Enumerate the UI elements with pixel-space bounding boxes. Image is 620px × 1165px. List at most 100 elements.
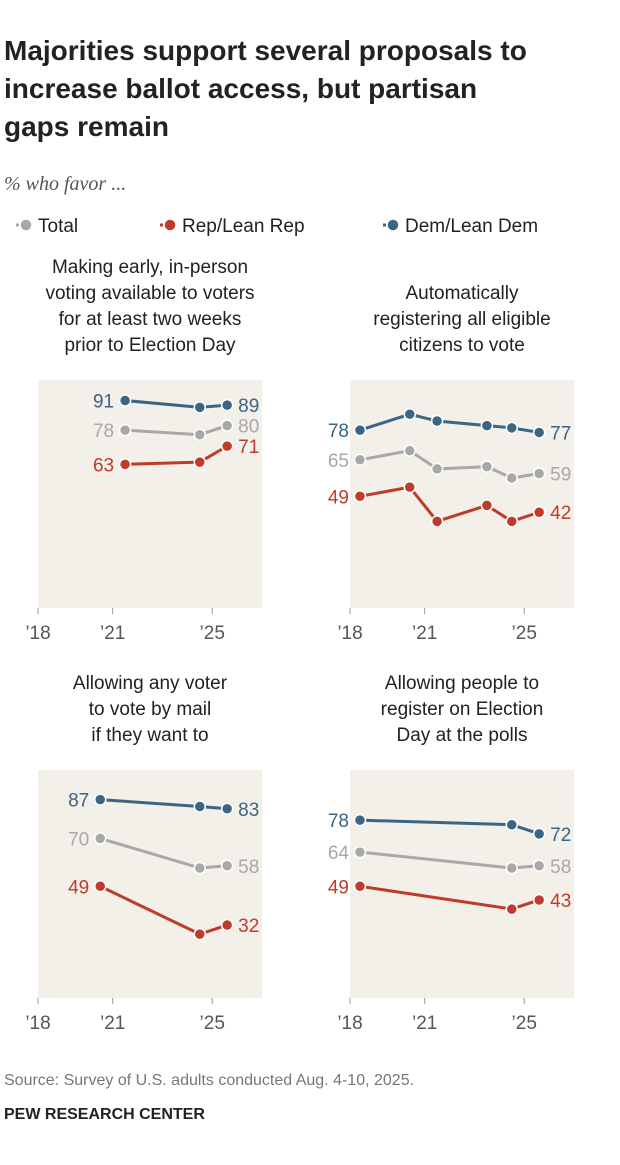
point	[193, 455, 207, 469]
value-label: 80	[238, 417, 259, 438]
value-label: 77	[550, 423, 571, 444]
plot-area	[38, 380, 262, 608]
point	[93, 832, 107, 845]
panel-title: Allowing any voter	[73, 673, 228, 694]
point	[480, 499, 494, 512]
x-tick-label: ’21	[412, 623, 437, 644]
point	[220, 398, 234, 412]
panel-title: Making early, in-person	[52, 257, 248, 278]
point	[353, 813, 367, 827]
point	[193, 861, 207, 875]
point	[220, 439, 234, 453]
panel: Making early, in-person voting available …	[25, 257, 262, 644]
point	[532, 893, 546, 907]
source: Source: Survey of U.S. adults conducted …	[4, 1072, 414, 1089]
panel-title: Allowing people to	[385, 673, 539, 694]
x-tick-label: ’25	[200, 1013, 225, 1034]
point	[505, 861, 519, 875]
value-label: 49	[328, 877, 349, 898]
value-label: 59	[550, 464, 571, 485]
point	[193, 927, 207, 941]
x-tick-label: ’21	[100, 1013, 125, 1034]
panel-title: voting available to voters	[45, 283, 254, 304]
value-label: 72	[550, 825, 571, 846]
panel-title: Automatically	[406, 283, 519, 304]
point	[403, 444, 416, 457]
point	[430, 462, 444, 476]
value-label: 42	[550, 503, 571, 524]
x-tick-label: ’18	[337, 623, 362, 644]
subtitle: % who favor ...	[4, 173, 126, 195]
value-label: 83	[238, 800, 259, 821]
point	[93, 880, 107, 893]
point	[220, 918, 234, 932]
point	[403, 480, 416, 494]
legend-label: Dem/Lean Dem	[405, 216, 538, 237]
value-label: 70	[68, 829, 89, 850]
panel-title: for at least two weeks	[59, 309, 242, 330]
footer: PEW RESEARCH CENTER	[4, 1106, 205, 1123]
legend-marker	[163, 218, 177, 232]
x-tick-label: ’21	[100, 623, 125, 644]
point	[505, 471, 519, 485]
title: increase ballot access, but partisan	[4, 73, 477, 104]
value-label: 63	[93, 455, 114, 476]
panel-title: registering all eligible	[373, 309, 550, 330]
value-label: 71	[238, 437, 259, 458]
point	[118, 423, 132, 437]
point	[480, 419, 494, 432]
value-label: 91	[93, 392, 114, 413]
point	[353, 423, 367, 437]
panel-title: prior to Election Day	[64, 335, 236, 356]
point	[118, 458, 132, 471]
point	[193, 401, 207, 414]
point	[532, 505, 546, 519]
x-tick-label: ’18	[25, 1013, 50, 1034]
panel-title: register on Election	[381, 699, 544, 720]
x-tick-label: ’18	[25, 623, 50, 644]
point	[505, 818, 519, 831]
panel-title: Day at the polls	[397, 725, 528, 746]
panel: Allowing people to register on Election Da…	[328, 673, 574, 1034]
panel: Allowing any voter to vote by mail if they…	[25, 673, 262, 1034]
value-label: 49	[328, 487, 349, 508]
point	[403, 407, 416, 421]
legend-marker	[386, 218, 400, 232]
point	[430, 414, 444, 428]
legend-label: Total	[38, 216, 78, 237]
value-label: 78	[93, 421, 114, 442]
point	[353, 490, 367, 503]
value-label: 32	[238, 916, 259, 937]
point	[220, 419, 234, 432]
value-label: 64	[328, 843, 350, 864]
legend-marker	[19, 218, 33, 232]
point	[193, 800, 207, 813]
point	[532, 467, 546, 480]
plot-area	[350, 380, 574, 608]
point	[505, 515, 519, 528]
value-label: 58	[550, 857, 571, 878]
point	[505, 902, 519, 916]
point	[430, 515, 444, 528]
value-label: 65	[328, 451, 349, 472]
point	[193, 428, 207, 441]
point	[220, 802, 234, 816]
point	[220, 859, 234, 873]
title: Majorities support several proposals to	[4, 35, 527, 66]
panel-title: to vote by mail	[89, 699, 212, 720]
plot-area	[350, 770, 574, 998]
point	[353, 845, 367, 859]
point	[93, 793, 107, 806]
x-tick-label: ’25	[200, 623, 225, 644]
point	[532, 426, 546, 439]
x-tick-label: ’25	[512, 623, 537, 644]
point	[480, 460, 494, 473]
value-label: 78	[328, 421, 349, 442]
value-label: 49	[68, 877, 89, 898]
point	[505, 421, 519, 435]
value-label: 89	[238, 396, 259, 417]
x-tick-label: ’21	[412, 1013, 437, 1034]
value-label: 78	[328, 811, 349, 832]
